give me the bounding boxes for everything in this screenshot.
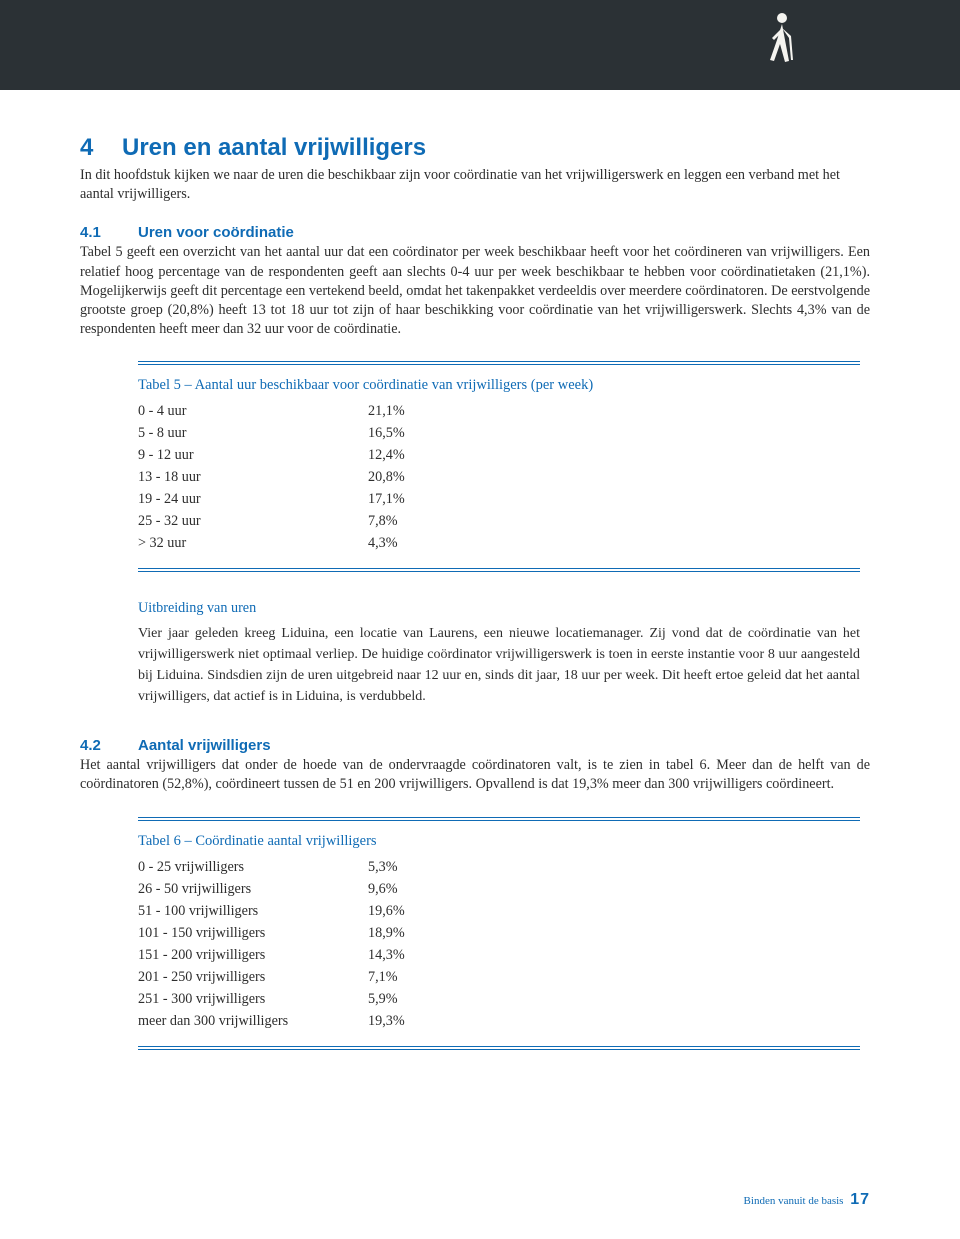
row-value: 21,1% [368,400,405,422]
section-4-2-body: Het aantal vrijwilligers dat onder de ho… [80,756,870,794]
table-5-rows: 0 - 4 uur21,1% 5 - 8 uur16,5% 9 - 12 uur… [138,400,860,554]
row-label: 201 - 250 vrijwilligers [138,966,368,988]
row-value: 5,9% [368,988,398,1010]
row-value: 7,8% [368,510,398,532]
table-6-title: Tabel 6 – Coördinatie aantal vrijwillige… [138,833,860,850]
section-title: Uren voor coördinatie [138,224,294,241]
row-label: 5 - 8 uur [138,422,368,444]
row-label: 13 - 18 uur [138,466,368,488]
row-value: 14,3% [368,944,405,966]
section-4-2-heading: 4.2Aantal vrijwilligers [80,737,870,754]
table-row: 9 - 12 uur12,4% [138,444,860,466]
row-value: 19,6% [368,900,405,922]
table-rule-bottom [138,1046,860,1050]
row-label: 101 - 150 vrijwilligers [138,922,368,944]
page-footer: Binden vanuit de basis 17 [744,1191,870,1209]
callout-title: Uitbreiding van uren [138,600,860,617]
page-number: 17 [850,1191,870,1208]
table-row: 26 - 50 vrijwilligers9,6% [138,878,860,900]
table-row: 151 - 200 vrijwilligers14,3% [138,944,860,966]
row-label: 9 - 12 uur [138,444,368,466]
row-label: 251 - 300 vrijwilligers [138,988,368,1010]
table-row: 13 - 18 uur20,8% [138,466,860,488]
row-value: 18,9% [368,922,405,944]
row-value: 19,3% [368,1010,405,1032]
table-rule-top [138,361,860,365]
row-label: 26 - 50 vrijwilligers [138,878,368,900]
walker-icon [760,10,800,80]
row-label: 19 - 24 uur [138,488,368,510]
table-row: 201 - 250 vrijwilligers7,1% [138,966,860,988]
section-title: Aantal vrijwilligers [138,737,271,754]
table-row: meer dan 300 vrijwilligers19,3% [138,1010,860,1032]
table-6-rows: 0 - 25 vrijwilligers5,3% 26 - 50 vrijwil… [138,856,860,1032]
section-4-1-heading: 4.1Uren voor coördinatie [80,224,870,241]
table-row: 101 - 150 vrijwilligers18,9% [138,922,860,944]
row-label: 0 - 25 vrijwilligers [138,856,368,878]
row-value: 9,6% [368,878,398,900]
table-5: Tabel 5 – Aantal uur beschikbaar voor co… [138,361,860,572]
row-label: meer dan 300 vrijwilligers [138,1010,368,1032]
row-value: 7,1% [368,966,398,988]
table-rule-bottom [138,568,860,572]
table-6: Tabel 6 – Coördinatie aantal vrijwillige… [138,817,860,1050]
row-label: > 32 uur [138,532,368,554]
table-rule-top [138,817,860,821]
table-row: 51 - 100 vrijwilligers19,6% [138,900,860,922]
table-row: 19 - 24 uur17,1% [138,488,860,510]
row-label: 25 - 32 uur [138,510,368,532]
chapter-heading: 4Uren en aantal vrijwilligers [80,134,870,162]
table-row: 0 - 25 vrijwilligers5,3% [138,856,860,878]
row-value: 16,5% [368,422,405,444]
row-value: 12,4% [368,444,405,466]
callout-uitbreiding: Uitbreiding van uren Vier jaar geleden k… [138,600,860,707]
table-row: 0 - 4 uur21,1% [138,400,860,422]
table-row: 251 - 300 vrijwilligers5,9% [138,988,860,1010]
table-row: > 32 uur4,3% [138,532,860,554]
table-5-title: Tabel 5 – Aantal uur beschikbaar voor co… [138,377,860,394]
table-row: 25 - 32 uur7,8% [138,510,860,532]
callout-body: Vier jaar geleden kreeg Liduina, een loc… [138,623,860,707]
footer-text: Binden vanuit de basis [744,1195,844,1207]
section-number: 4.2 [80,737,138,754]
chapter-number: 4 [80,134,122,162]
row-label: 151 - 200 vrijwilligers [138,944,368,966]
section-number: 4.1 [80,224,138,241]
row-value: 5,3% [368,856,398,878]
row-label: 0 - 4 uur [138,400,368,422]
row-value: 17,1% [368,488,405,510]
chapter-intro: In dit hoofdstuk kijken we naar de uren … [80,166,870,204]
table-row: 5 - 8 uur16,5% [138,422,860,444]
row-value: 4,3% [368,532,398,554]
page-content: 4Uren en aantal vrijwilligers In dit hoo… [0,90,960,1050]
chapter-title: Uren en aantal vrijwilligers [122,134,426,161]
row-value: 20,8% [368,466,405,488]
section-4-1-body: Tabel 5 geeft een overzicht van het aant… [80,243,870,339]
row-label: 51 - 100 vrijwilligers [138,900,368,922]
header-band [0,0,960,90]
